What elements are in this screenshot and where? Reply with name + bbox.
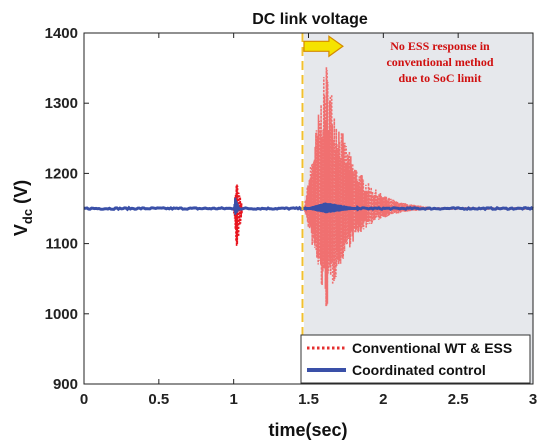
x-tick-label: 1.5 bbox=[298, 391, 319, 408]
x-tick-label: 2 bbox=[379, 391, 387, 408]
plot-area bbox=[83, 33, 534, 384]
x-axis-label: time(sec) bbox=[268, 420, 347, 440]
x-tick-label: 2.5 bbox=[448, 391, 469, 408]
annotation-arrow bbox=[303, 35, 344, 58]
series-coordinated bbox=[83, 197, 534, 215]
conventional-oscillation-1 bbox=[232, 184, 244, 247]
annotation-line-2: conventional method bbox=[386, 55, 493, 69]
y-tick-label: 1100 bbox=[45, 236, 78, 253]
y-tick-label: 1400 bbox=[45, 25, 78, 42]
y-tick-label: 1300 bbox=[45, 95, 78, 112]
legend: Conventional WT & ESS Coordinated contro… bbox=[300, 334, 531, 384]
coordinated-oscillation-2 bbox=[303, 202, 361, 214]
y-tick-label: 1200 bbox=[45, 165, 78, 182]
coordinated-oscillation-1 bbox=[232, 197, 241, 215]
x-tick-label: 0 bbox=[80, 391, 88, 408]
annotation: No ESS response in conventional method d… bbox=[303, 35, 494, 85]
y-tick-label: 900 bbox=[53, 376, 78, 393]
y-axis-label-subscript: dc bbox=[20, 209, 35, 224]
legend-box bbox=[300, 334, 531, 384]
y-axis-label-unit: (V) bbox=[11, 180, 31, 209]
y-axis-label: Vdc (V) bbox=[11, 180, 35, 236]
chart-title: DC link voltage bbox=[252, 11, 368, 28]
annotation-line-1: No ESS response in bbox=[390, 39, 490, 53]
x-tick-label: 3 bbox=[529, 391, 537, 408]
annotation-line-3: due to SoC limit bbox=[398, 71, 481, 85]
x-tick-label: 1 bbox=[229, 391, 237, 408]
y-axis: 900 1000 1100 1200 1300 1400 bbox=[45, 25, 533, 393]
legend-label-conventional: Conventional WT & ESS bbox=[352, 340, 512, 356]
x-tick-label: 0.5 bbox=[148, 391, 169, 408]
legend-label-coordinated: Coordinated control bbox=[352, 362, 486, 378]
y-axis-label-main: V bbox=[11, 224, 31, 236]
y-tick-label: 1000 bbox=[45, 306, 78, 323]
conventional-oscillation-2 bbox=[303, 67, 429, 307]
